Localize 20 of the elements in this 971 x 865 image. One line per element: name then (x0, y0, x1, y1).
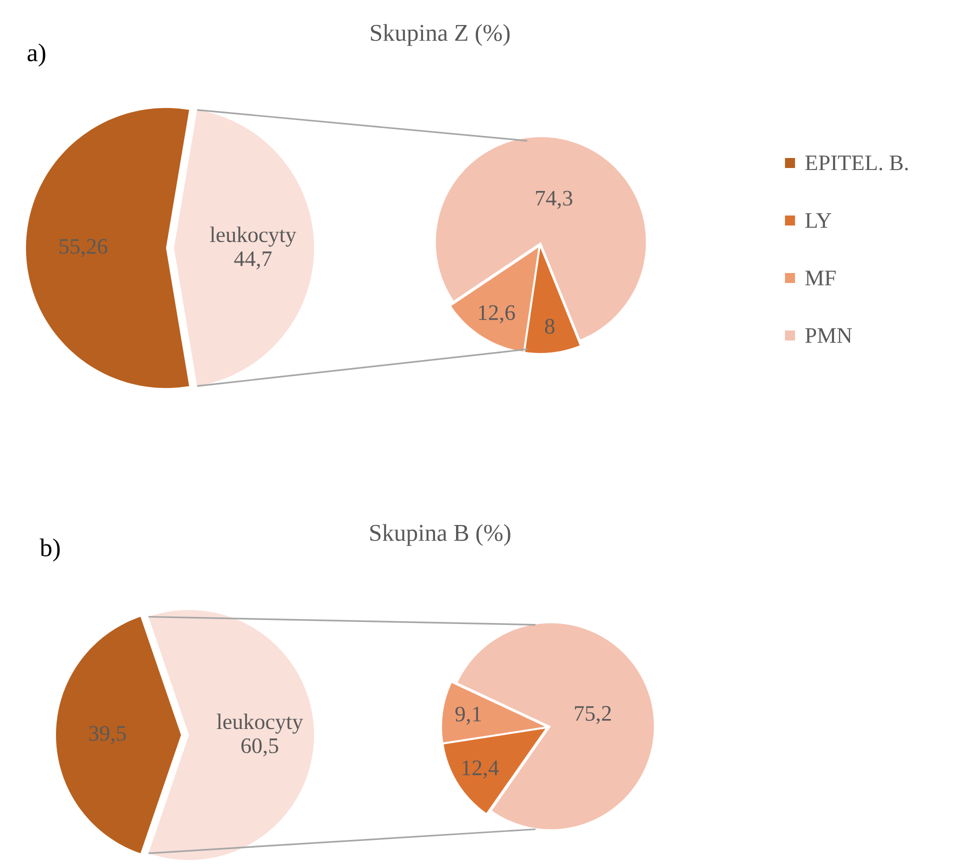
slice-label: leukocyty (210, 226, 296, 247)
text: b) (40, 538, 60, 562)
text: Skupina B (%) (370, 524, 510, 546)
data-label: 74,3 (536, 190, 572, 209)
text: a) (28, 44, 46, 66)
chart-title: Skupina Z (%) (370, 24, 510, 46)
data-label: 12,6 (478, 305, 515, 324)
legend-label: LY (805, 213, 832, 228)
legend-label: EPITEL. B. (805, 156, 908, 170)
legend-label: PMN (805, 328, 852, 343)
data-label: 8 (545, 318, 554, 334)
data-label: 12,4 (462, 760, 499, 778)
data-label: 75,2 (574, 706, 611, 724)
slice-label: leukocyty (216, 714, 304, 734)
legend-label: MF (805, 270, 836, 286)
data-label: 9,1 (455, 706, 481, 725)
data-label: 55,26 (60, 239, 108, 257)
data-label: 44,7 (234, 251, 272, 270)
data-label: 39,5 (89, 726, 126, 744)
data-label: 60,5 (241, 738, 278, 756)
